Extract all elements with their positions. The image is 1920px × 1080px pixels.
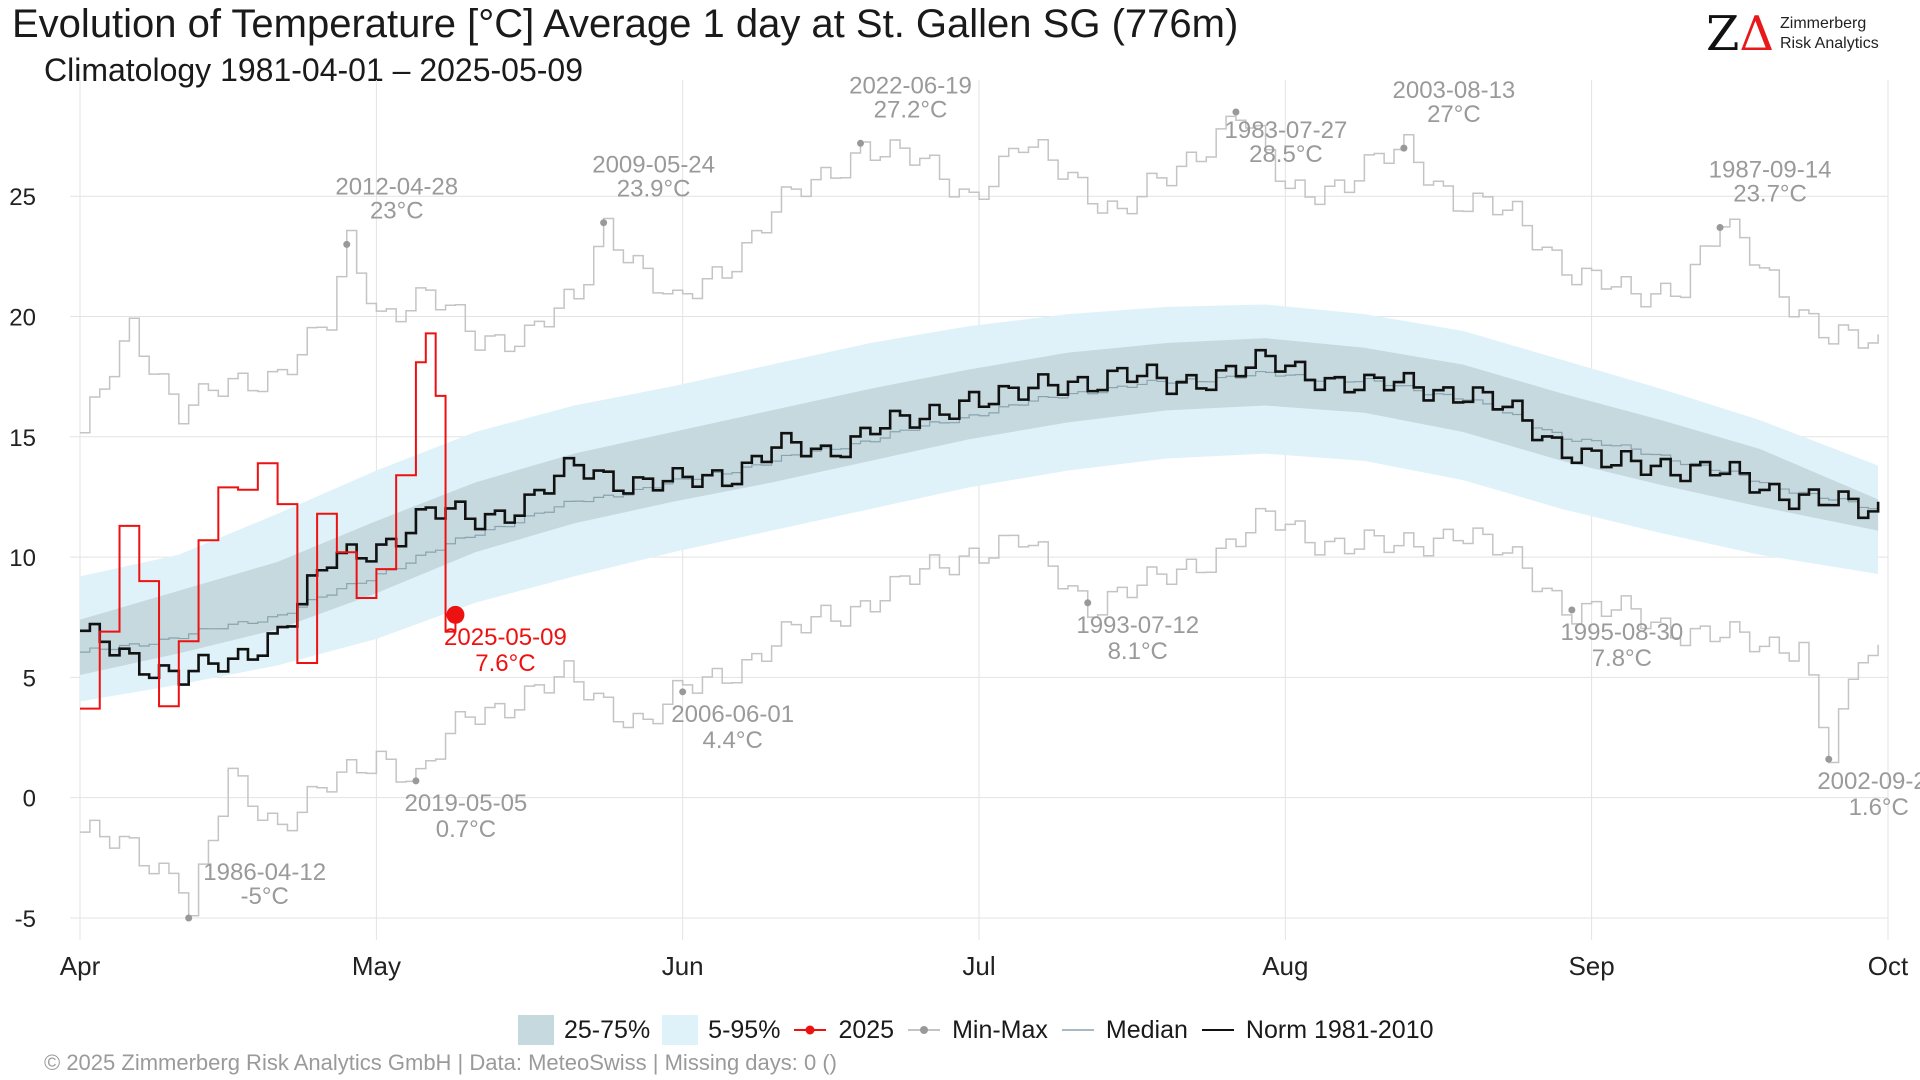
legend-item-5-95: 5-95%	[662, 1015, 780, 1045]
extreme-date-label: 2003-08-13	[1393, 77, 1516, 104]
legend-item-norm: Norm 1981-2010	[1200, 1015, 1434, 1045]
legend-item-25-75: 25-75%	[518, 1015, 650, 1045]
norm-line	[80, 348, 1880, 686]
legend-label-norm: Norm 1981-2010	[1245, 1015, 1434, 1044]
extreme-point	[1232, 108, 1240, 116]
legend-label-25-75: 25-75%	[564, 1015, 651, 1044]
extreme-point	[1716, 224, 1724, 232]
y-tick-label: 15	[9, 425, 36, 452]
x-tick-label: Oct	[1868, 951, 1909, 981]
legend-swatch-5-95	[662, 1015, 699, 1045]
y-tick-label: 10	[9, 545, 36, 572]
y-tick-label: 0	[23, 786, 36, 813]
extreme-value-label: 27.2°C	[874, 96, 948, 123]
extreme-point	[412, 777, 420, 785]
legend-swatch-min-max	[908, 1026, 941, 1034]
legend-label-5-95: 5-95%	[708, 1015, 781, 1044]
current-point	[446, 605, 465, 624]
min-line	[80, 507, 1879, 917]
extreme-date-label: 2002-09-25	[1817, 768, 1920, 795]
extreme-point	[679, 688, 687, 696]
x-tick-label: Apr	[60, 951, 101, 981]
x-tick-label: Sep	[1568, 951, 1614, 981]
extreme-value-label: 23°C	[370, 197, 424, 224]
legend-label-2025: 2025	[838, 1015, 895, 1044]
extreme-point	[1568, 606, 1576, 614]
extreme-value-label: 0.7°C	[436, 816, 496, 843]
extreme-value-label: 4.4°C	[703, 727, 763, 754]
current-value-label: 7.6°C	[475, 650, 535, 677]
legend-label-median: Median	[1105, 1015, 1188, 1044]
x-tick-label: Jun	[662, 951, 704, 981]
norm-path	[80, 348, 1880, 686]
logo-line-1: Zimmerberg	[1780, 15, 1867, 32]
extreme-point	[343, 240, 351, 248]
legend-item-2025: 2025	[792, 1015, 894, 1045]
legend-swatch-2025	[794, 1025, 827, 1035]
legend-swatch-25-75	[518, 1015, 554, 1045]
extreme-date-label: 1995-08-30	[1560, 619, 1683, 646]
legend-item-min-max: Min-Max	[906, 1015, 1048, 1045]
logo-mark-icon: ZΔ	[1706, 6, 1775, 62]
extreme-date-label: 1986-04-12	[203, 859, 326, 886]
legend-label-min-max: Min-Max	[952, 1015, 1048, 1044]
extreme-value-label: 27°C	[1427, 101, 1481, 128]
extreme-point	[857, 139, 865, 147]
extreme-value-label: 23.7°C	[1733, 181, 1807, 208]
extreme-value-label: 23.9°C	[617, 176, 691, 203]
min-max-lines	[80, 115, 1879, 917]
axis-labels: -5 0 5 10 15 20 25 Apr May Jun Jul Aug Sep Oct	[9, 184, 1909, 981]
company-logo: ZΔ Zimmerberg Risk Analytics	[1706, 6, 1906, 62]
x-tick-label: Jul	[962, 951, 995, 981]
band-25-75	[80, 338, 1879, 675]
legend-swatch-norm	[1201, 1029, 1234, 1031]
current-2025-path	[80, 332, 457, 710]
extreme-date-label: 2019-05-05	[405, 790, 528, 817]
band-25-75-area	[80, 338, 1879, 675]
chart-title: Evolution of Temperature [°C] Average 1 …	[12, 2, 1239, 46]
current-year-line	[80, 332, 457, 710]
x-tick-label: Aug	[1262, 951, 1308, 981]
extreme-date-label: 2006-06-01	[671, 701, 794, 728]
extreme-date-label: 1983-07-27	[1225, 117, 1348, 144]
median-line	[80, 370, 1879, 653]
extreme-point	[600, 219, 608, 227]
extreme-date-label: 1993-07-12	[1076, 612, 1199, 639]
logo-text: Zimmerberg Risk Analytics	[1780, 14, 1879, 54]
current-date-label: 2025-05-09	[444, 624, 567, 651]
median-path	[80, 370, 1879, 653]
extreme-date-label: 2012-04-28	[335, 173, 458, 200]
extreme-date-label: 1987-09-14	[1709, 157, 1832, 184]
logo-line-2: Risk Analytics	[1780, 35, 1879, 52]
extreme-date-label: 2022-06-19	[849, 72, 972, 99]
footer-credits: © 2025 Zimmerberg Risk Analytics GmbH | …	[44, 1050, 837, 1075]
extreme-value-label: 28.5°C	[1249, 141, 1323, 168]
max-line	[80, 115, 1879, 434]
legend-swatch-median	[1061, 1029, 1094, 1031]
x-tick-label: May	[352, 951, 401, 981]
extreme-value-label: -5°C	[241, 883, 289, 910]
extreme-value-label: 7.8°C	[1592, 645, 1652, 672]
extreme-value-label: 8.1°C	[1108, 638, 1168, 665]
chart-legend: 25-75% 5-95% 2025 Min-Max Median Norm 19…	[518, 1012, 1434, 1048]
y-tick-label: 25	[9, 184, 36, 211]
legend-item-median: Median	[1060, 1015, 1188, 1045]
chart-subtitle: Climatology 1981-04-01 – 2025-05-09	[44, 52, 584, 88]
extreme-point	[1400, 144, 1408, 152]
extreme-date-label: 2009-05-24	[592, 152, 715, 179]
extreme-point	[1084, 599, 1092, 607]
extreme-point	[1825, 755, 1833, 763]
extreme-point	[185, 914, 193, 922]
y-tick-label: 5	[23, 665, 36, 692]
y-tick-label: 20	[9, 305, 36, 332]
extreme-value-label: 1.6°C	[1849, 794, 1909, 821]
y-tick-label: -5	[15, 906, 36, 933]
